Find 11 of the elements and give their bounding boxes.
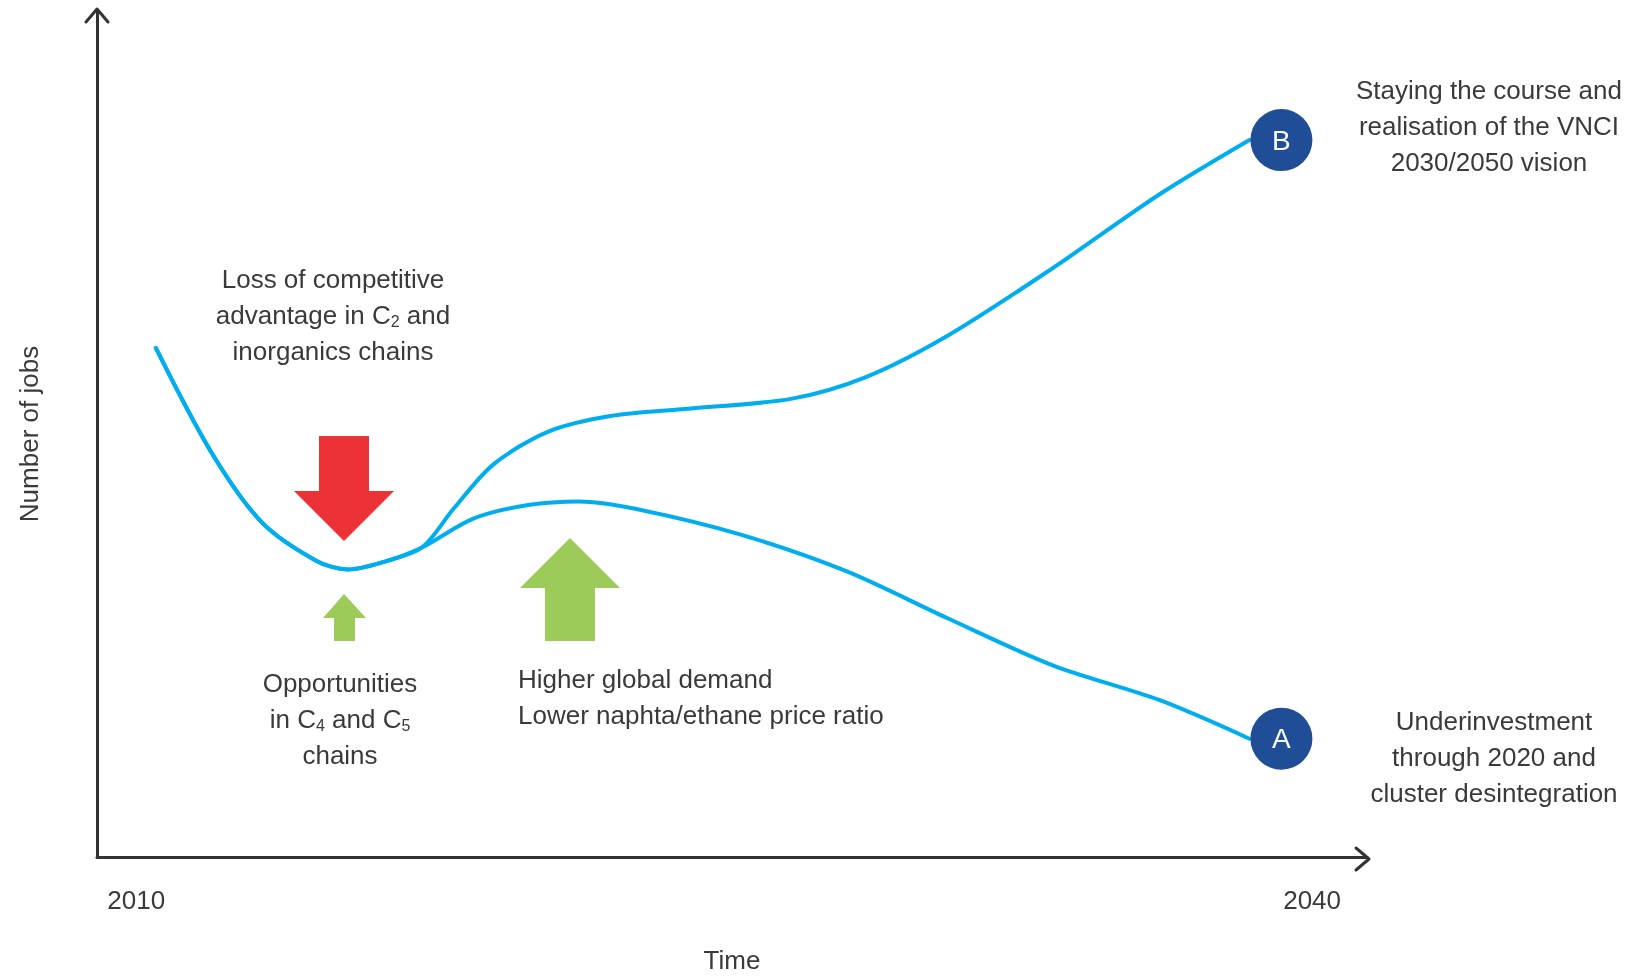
text: Opportunities in C4 and C5 chains: [262, 668, 418, 770]
y-axis-title: Number of jobs: [14, 345, 44, 523]
annotation: Higher global demand Lower naphta/ethane price ratio: [518, 664, 884, 730]
x-axis-title: Time: [703, 945, 761, 975]
series-label: A: [1272, 723, 1292, 755]
series-label: B: [1272, 124, 1291, 156]
x-tick-label: 2040: [1283, 885, 1342, 915]
text: Underinvestment through 2020 and cluster desintegration: [1370, 706, 1618, 808]
x-tick-label: 2010: [107, 885, 166, 915]
annotation: Loss of competitive advantage in C2 and inorganics chains: [215, 264, 451, 366]
annotation: Staying the course and realisation of the VNCI 2030/2050 vision: [1356, 75, 1622, 177]
